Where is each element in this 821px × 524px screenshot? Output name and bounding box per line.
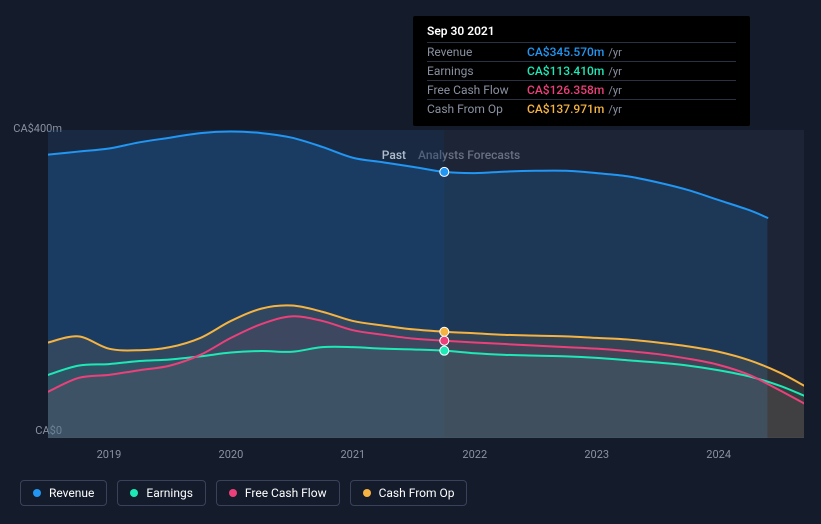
- tooltip-metric-label: Free Cash Flow: [427, 83, 527, 97]
- legend-label: Cash From Op: [379, 486, 455, 500]
- tooltip-metric-value: CA$137.971m: [527, 102, 604, 116]
- tooltip-title: Sep 30 2021: [427, 24, 736, 38]
- x-tick-label: 2023: [584, 448, 609, 461]
- chart-legend: Revenue Earnings Free Cash Flow Cash From O…: [20, 480, 467, 506]
- tooltip-metric-value: CA$113.410m: [527, 64, 604, 78]
- chart-tooltip: Sep 30 2021 RevenueCA$345.570m/yrEarning…: [413, 16, 750, 126]
- x-tick-label: 2019: [97, 448, 122, 461]
- legend-dot-icon: [130, 489, 138, 497]
- legend-item[interactable]: Earnings: [117, 480, 206, 506]
- x-tick-label: 2022: [462, 448, 487, 461]
- tooltip-metric-label: Cash From Op: [427, 102, 527, 116]
- tooltip-row: Cash From OpCA$137.971m/yr: [427, 99, 736, 118]
- tooltip-metric-unit: /yr: [608, 84, 621, 97]
- plot-area[interactable]: [48, 130, 804, 438]
- legend-item[interactable]: Cash From Op: [350, 480, 468, 506]
- legend-dot-icon: [229, 489, 237, 497]
- x-tick-label: 2021: [340, 448, 365, 461]
- legend-label: Revenue: [49, 486, 94, 500]
- legend-item[interactable]: Revenue: [20, 480, 107, 506]
- legend-dot-icon: [363, 489, 371, 497]
- legend-item[interactable]: Free Cash Flow: [216, 480, 340, 506]
- tooltip-metric-label: Revenue: [427, 45, 527, 59]
- legend-label: Earnings: [146, 486, 193, 500]
- legend-dot-icon: [33, 489, 41, 497]
- tooltip-metric-unit: /yr: [608, 103, 621, 116]
- chart-svg: [48, 130, 804, 438]
- tooltip-row: Free Cash FlowCA$126.358m/yr: [427, 80, 736, 99]
- x-tick-label: 2020: [219, 448, 244, 461]
- x-tick-label: 2024: [706, 448, 731, 461]
- legend-label: Free Cash Flow: [245, 486, 327, 500]
- tooltip-row: RevenueCA$345.570m/yr: [427, 42, 736, 61]
- tooltip-metric-value: CA$126.358m: [527, 83, 604, 97]
- tooltip-metric-value: CA$345.570m: [527, 45, 604, 59]
- tooltip-metric-unit: /yr: [608, 46, 621, 59]
- tooltip-row: EarningsCA$113.410m/yr: [427, 61, 736, 80]
- financials-chart: { "chart": { "type": "area-line", "width…: [0, 0, 821, 524]
- tooltip-metric-unit: /yr: [608, 65, 621, 78]
- tooltip-metric-label: Earnings: [427, 64, 527, 78]
